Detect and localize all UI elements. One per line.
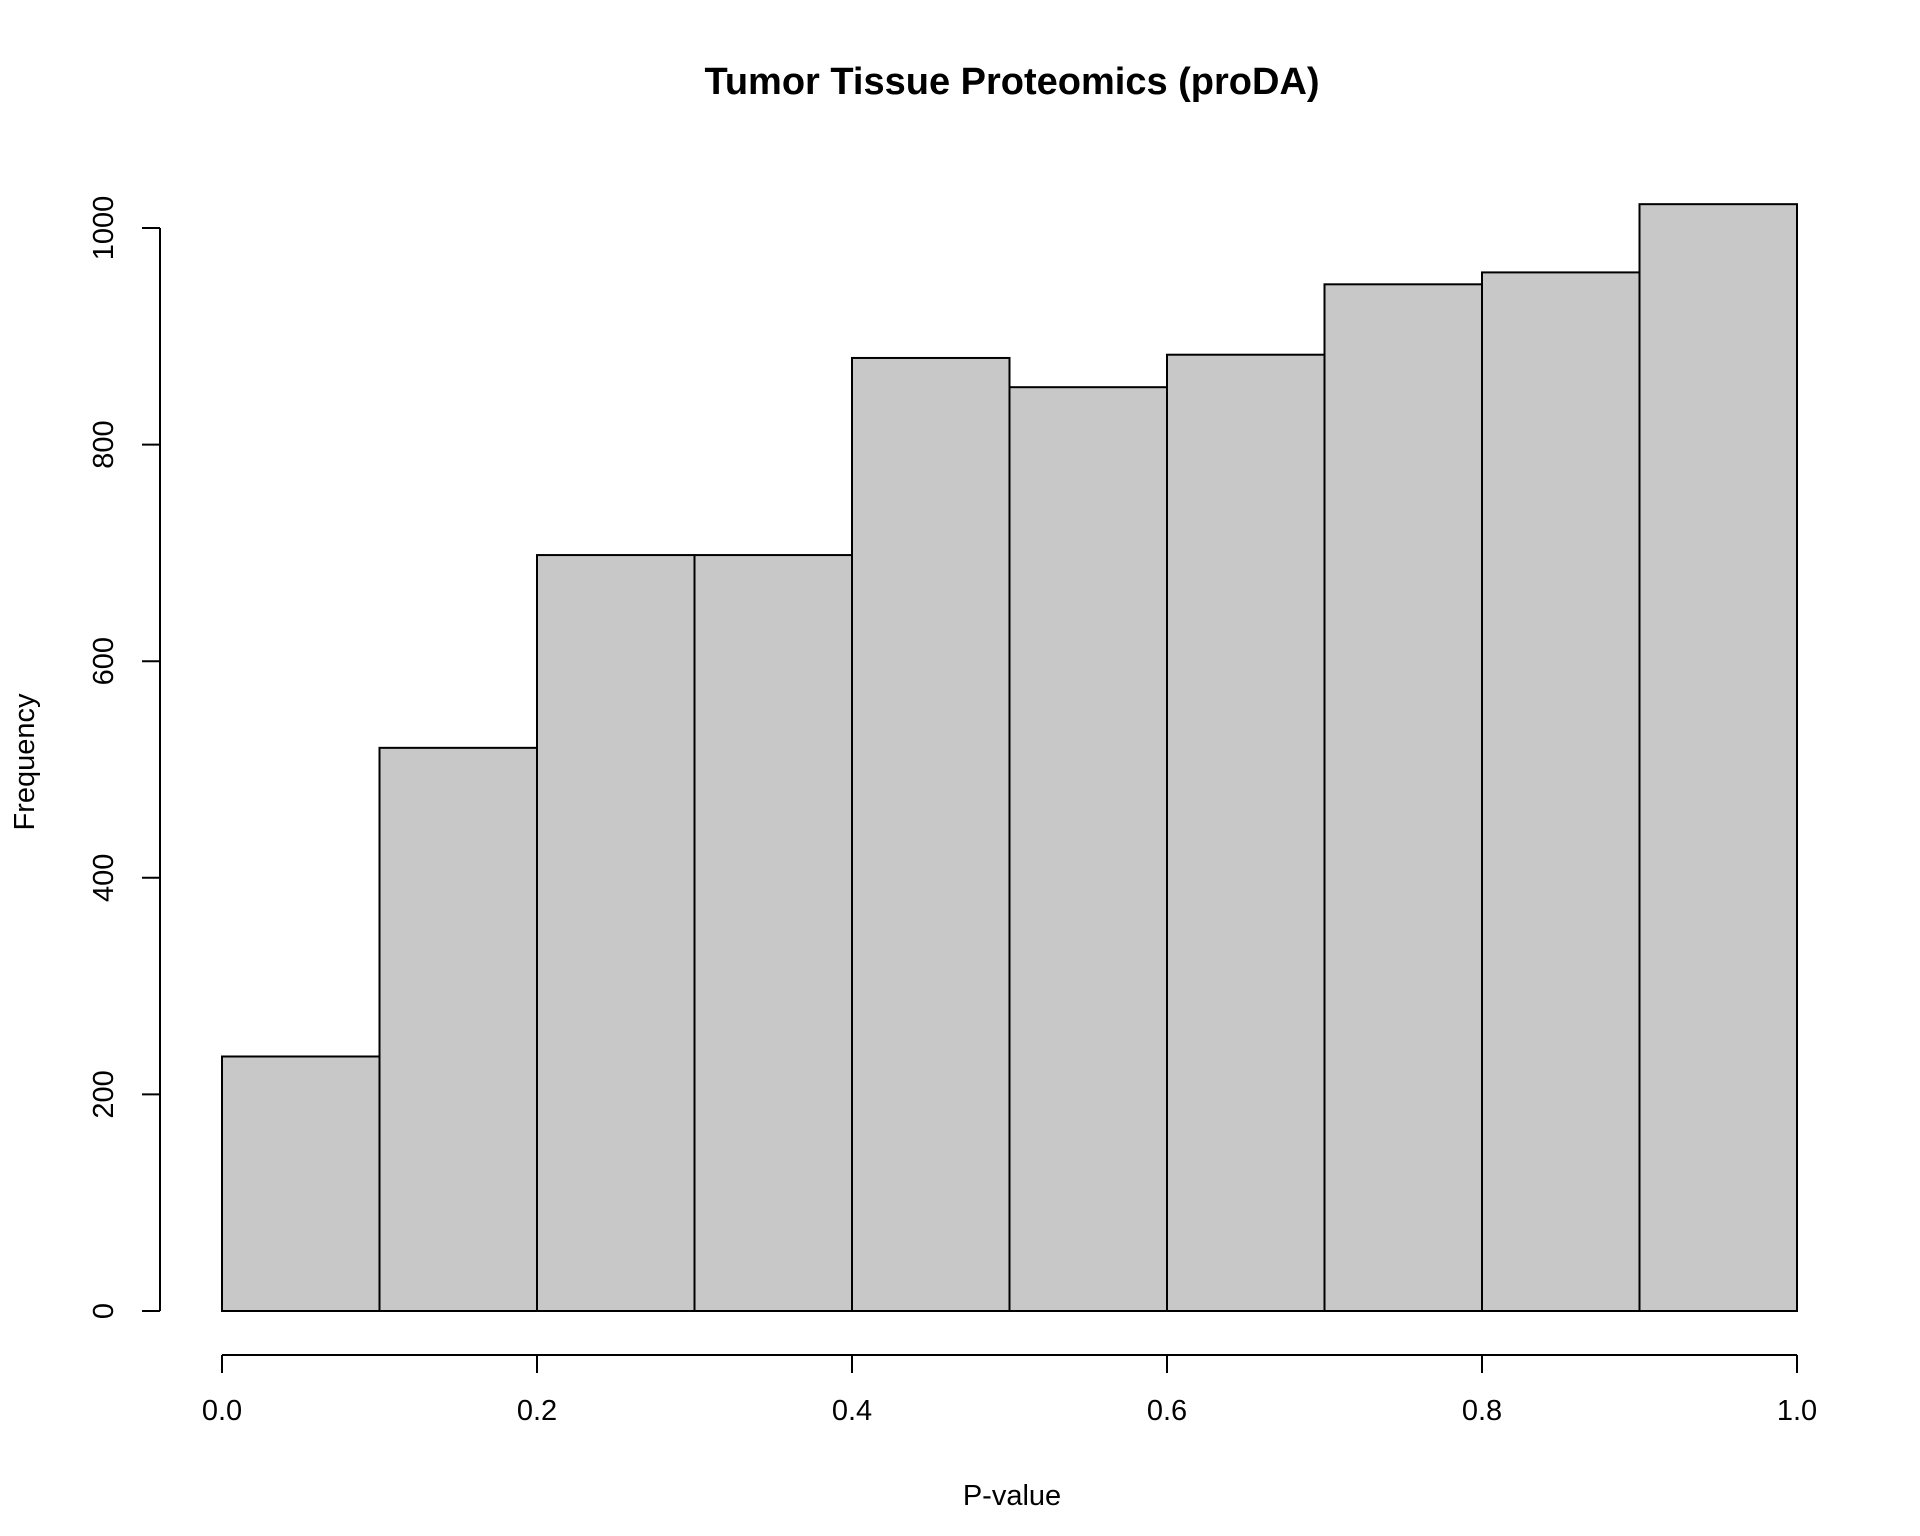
histogram-bar <box>693 554 853 1312</box>
y-axis-label: Frequency <box>9 693 41 831</box>
x-tick-label: 0.0 <box>202 1395 242 1427</box>
x-tick-label: 1.0 <box>1777 1395 1817 1427</box>
x-tick-label: 0.6 <box>1147 1395 1187 1427</box>
x-axis: 0.0 0.2 0.4 0.6 0.8 1.0 <box>202 1354 1817 1427</box>
y-tick-label: 200 <box>88 1070 120 1118</box>
y-tick-label: 0 <box>88 1303 120 1319</box>
histogram-bar <box>378 746 538 1312</box>
histogram-bar <box>536 554 696 1312</box>
x-axis-label: P-value <box>963 1480 1061 1512</box>
histogram-bar <box>1166 353 1326 1312</box>
y-tick-label: 400 <box>88 854 120 902</box>
x-tick-label: 0.8 <box>1462 1395 1502 1427</box>
chart-title: Tumor Tissue Proteomics (proDA) <box>704 61 1319 103</box>
x-tick-label: 0.2 <box>517 1395 557 1427</box>
y-tick-label: 600 <box>88 637 120 685</box>
histogram-bar <box>1008 386 1168 1312</box>
bars-group <box>221 203 1798 1313</box>
histogram-bar <box>221 1055 381 1312</box>
histogram-bar <box>1638 203 1798 1313</box>
x-tick-label: 0.4 <box>832 1395 872 1427</box>
histogram-bar <box>1481 271 1641 1313</box>
histogram-bar <box>851 356 1011 1312</box>
y-axis: 0 200 400 600 800 1000 <box>88 196 161 1319</box>
histogram-bar <box>1323 283 1483 1312</box>
y-tick-label: 1000 <box>88 196 120 261</box>
y-tick-label: 800 <box>88 420 120 468</box>
